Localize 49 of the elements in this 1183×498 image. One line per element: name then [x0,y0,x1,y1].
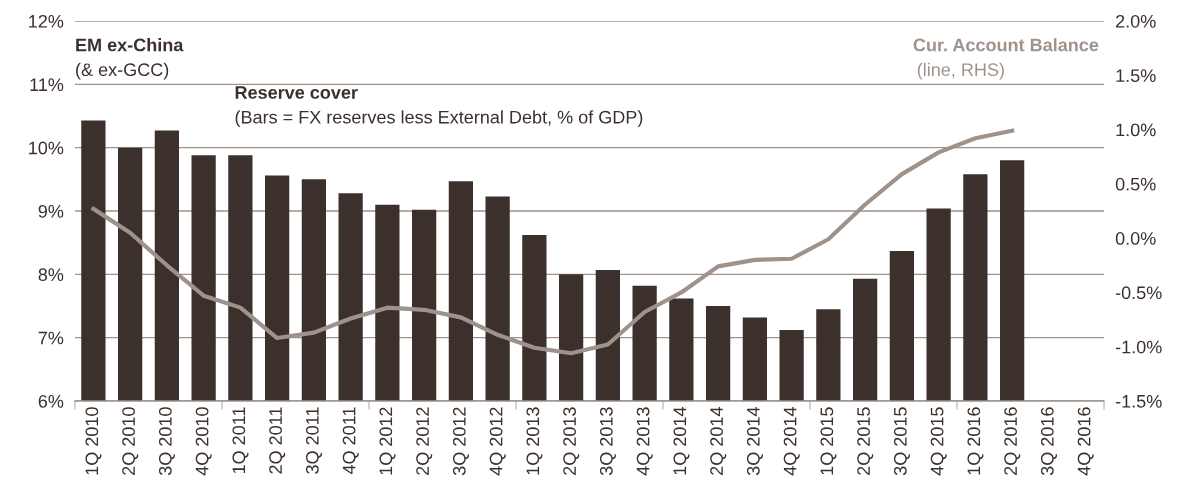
x-tick-label: 4Q 2014 [783,407,800,476]
annotation: (line, RHS) [917,62,1004,80]
text: Reserve cover [235,86,358,99]
x-tick-label: 2Q 2011 [269,407,286,474]
y-tick-label: 9% [38,204,64,218]
x-tick-label: 3Q 2016 [1040,407,1057,476]
y2-tick-label: -1.0% [1115,340,1162,354]
x-tick-label: 1Q 2012 [379,407,396,475]
x-tick-label: 2Q 2016 [1004,407,1021,475]
x-tick-label: 1Q 2013 [526,407,543,475]
y-tick-label: 11% [30,78,64,91]
x-tick-label: 2Q 2010 [122,407,139,475]
x-tick-label: 2Q 2013 [563,407,580,475]
x-tick-label: 2Q 2012 [416,407,433,475]
x-tick-label: 4Q 2015 [930,407,947,476]
x-tick-label: 3Q 2014 [746,407,763,476]
text: Cur. Account Balance [913,38,1099,52]
x-tick-label: 1Q 2011 [232,407,249,474]
x-tick-label: 3Q 2013 [599,407,616,476]
x-tick-label: 4Q 2010 [195,407,212,476]
x-tick-label: 2Q 2014 [710,407,727,475]
y2-tick-label: -1.5% [1115,395,1162,408]
y2-tick-label: -0.5% [1115,286,1162,300]
y2-tick-label: 0.5% [1115,177,1156,191]
x-tick-label: 3Q 2015 [893,407,910,476]
y-tick-label: 12% [29,14,64,28]
y2-tick-label: 1.0% [1116,123,1156,137]
x-tick-label: 1Q 2016 [967,407,984,475]
x-tick-label: 3Q 2011 [305,407,322,474]
x-tick-label: 1Q 2015 [820,407,837,475]
x-tick-label: 4Q 2011 [342,407,359,475]
y-tick-label: 8% [38,268,64,282]
text: EM ex-China [76,38,184,52]
x-tick-label: 4Q 2013 [636,407,653,476]
y-tick-label: 10% [29,141,64,155]
x-tick-label: 4Q 2016 [1077,407,1094,476]
x-tick-label: 4Q 2012 [489,407,506,476]
x-tick-label: 3Q 2010 [158,407,175,476]
x-tick-label: 1Q 2010 [85,407,102,475]
x-tick-label: 1Q 2014 [673,407,690,475]
text: (& ex-GCC) [76,62,169,80]
annotation: (Bars = FX reserves less External Debt, % of GDP) [235,110,643,128]
y2-tick-label: 2.0% [1116,14,1156,28]
x-tick-label: 3Q 2012 [452,407,469,476]
y2-tick-label: 1.5% [1116,69,1156,83]
y-tick-label: 7% [38,331,64,345]
y-tick-label: 6% [38,394,64,408]
y2-tick-label: 0.0% [1115,232,1156,245]
x-tick-label: 2Q 2015 [857,407,874,475]
